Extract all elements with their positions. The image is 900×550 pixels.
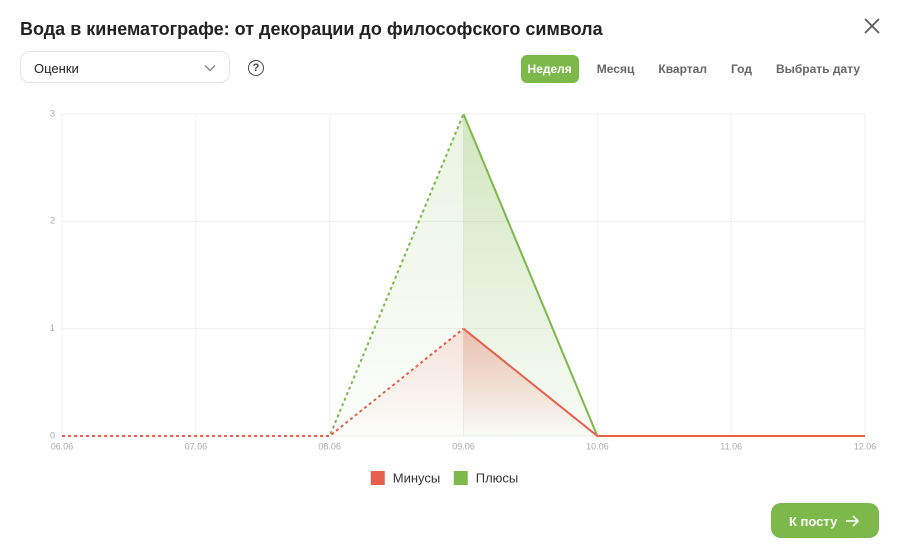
x-tick-label: 12.06 [854, 441, 877, 451]
dialog-title: Вода в кинематографе: от декорации до фи… [20, 19, 603, 39]
x-tick-label: 11.06 [720, 441, 742, 451]
period-tab[interactable]: Месяц [596, 62, 635, 76]
legend-swatch [453, 471, 468, 485]
metric-dropdown[interactable]: Оценки [20, 51, 230, 83]
period-tab[interactable]: Год [730, 62, 752, 76]
legend-label: Плюсы [476, 470, 519, 485]
x-tick-label: 10.06 [586, 441, 609, 451]
chart: 0 1 2 3 06.06 07.06 08.06 09.06 10.06 11.06 12.06 М… [50, 108, 877, 485]
help-icon[interactable]: ? [248, 60, 264, 76]
x-tick-label: 09.06 [452, 441, 475, 451]
legend-label: Минусы [393, 470, 440, 485]
series-area [62, 328, 464, 436]
period-tab[interactable]: Неделя [520, 55, 579, 83]
x-tick-label: 07.06 [185, 441, 208, 451]
series-line [462, 327, 865, 437]
y-tick-label: 3 [50, 108, 55, 118]
close-button[interactable] [862, 16, 882, 36]
arrow-icon [846, 515, 859, 527]
button-label: К посту [789, 514, 838, 529]
period-tabs: Неделя Месяц Квартал Год Выбрать дату [520, 55, 872, 83]
period-tab[interactable]: Выбрать дату [775, 62, 860, 76]
y-tick-label: 1 [50, 323, 55, 333]
y-tick-label: 0 [50, 430, 55, 440]
to-post-button[interactable]: К посту [771, 503, 879, 538]
legend-swatch [370, 471, 385, 485]
x-tick-label: 08.06 [318, 441, 341, 451]
y-tick-label: 2 [50, 216, 55, 226]
dropdown-label: Оценки [34, 61, 79, 76]
series-line [62, 327, 465, 437]
period-tab[interactable]: Квартал [658, 62, 707, 76]
chevron [204, 65, 216, 72]
x-tick-label: 06.06 [51, 441, 74, 451]
